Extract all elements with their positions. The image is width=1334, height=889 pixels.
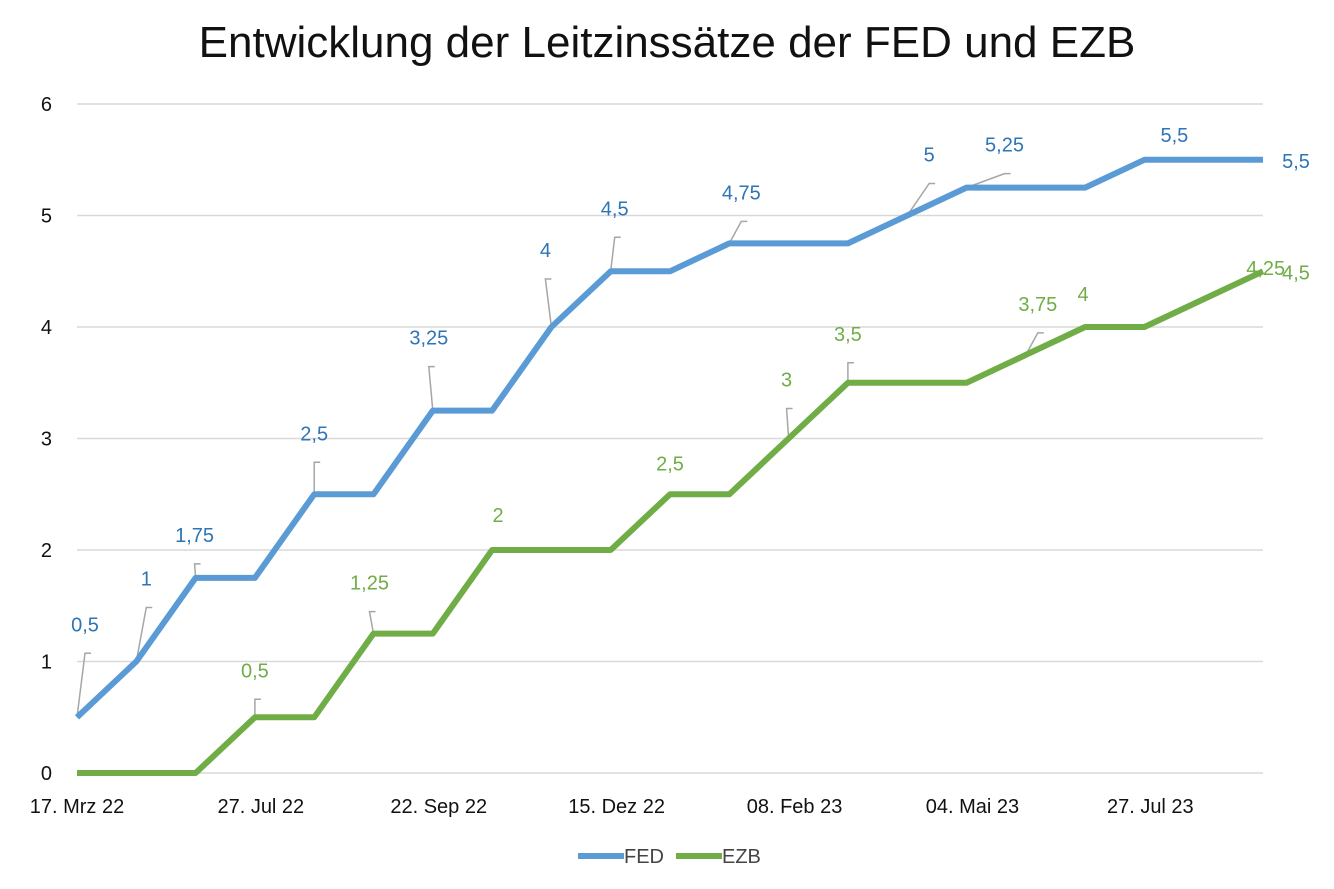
data-label-ezb: 4 bbox=[1078, 284, 1089, 306]
data-label-ezb: 3 bbox=[781, 370, 792, 392]
leader-line bbox=[76, 652, 91, 718]
y-tick-label: 3 bbox=[41, 429, 52, 451]
leader-line bbox=[847, 362, 854, 383]
series-line-fed bbox=[74, 156, 1263, 720]
leader-line bbox=[966, 172, 1011, 189]
data-label-ezb: 3,5 bbox=[834, 324, 862, 346]
data-label-fed: 4 bbox=[540, 240, 551, 262]
data-label-fed: 5 bbox=[924, 145, 935, 167]
data-label-fed: 0,5 bbox=[71, 614, 99, 636]
leader-line bbox=[254, 698, 261, 718]
data-label-fed: 5,25 bbox=[985, 135, 1024, 157]
leader-line bbox=[785, 407, 793, 439]
data-label-ezb: 2 bbox=[493, 505, 504, 527]
y-tick-label: 0 bbox=[41, 763, 52, 785]
leader-line bbox=[135, 606, 153, 662]
data-label-fed: 4,75 bbox=[722, 182, 761, 204]
y-tick-label: 6 bbox=[41, 94, 52, 116]
data-label-fed: 3,25 bbox=[409, 328, 448, 350]
data-label-ezb: 1,25 bbox=[350, 573, 389, 595]
leader-line bbox=[906, 182, 936, 216]
leader-line bbox=[544, 278, 553, 328]
data-label-fed: 1,75 bbox=[175, 525, 214, 547]
data-label-ezb: 3,75 bbox=[1018, 294, 1057, 316]
y-tick-label: 2 bbox=[41, 540, 52, 562]
data-label-fed: 4,5 bbox=[601, 198, 629, 220]
x-tick-label: 17. Mrz 22 bbox=[30, 796, 124, 818]
leader-line bbox=[193, 563, 201, 578]
x-tick-label: 22. Sep 22 bbox=[390, 796, 487, 818]
data-label-fed: 2,5 bbox=[300, 423, 328, 445]
leader-line bbox=[728, 220, 748, 244]
data-label-ezb: 4,25 bbox=[1246, 258, 1285, 280]
leader-line bbox=[1025, 332, 1044, 356]
x-tick-label: 15. Dez 22 bbox=[568, 796, 665, 818]
y-tick-label: 5 bbox=[41, 206, 52, 228]
x-tick-label: 27. Jul 22 bbox=[217, 796, 304, 818]
data-label-fed: 5,5 bbox=[1160, 125, 1188, 147]
data-label-ezb: 4,5 bbox=[1282, 262, 1310, 284]
y-tick-label: 1 bbox=[41, 652, 52, 674]
chart-title: Entwicklung der Leitzinssätze der FED un… bbox=[198, 18, 1136, 67]
data-label-ezb: 2,5 bbox=[656, 453, 684, 475]
leader-line bbox=[609, 236, 621, 272]
leader-line bbox=[368, 610, 376, 634]
leader-line bbox=[313, 461, 321, 495]
data-label-fed: 5,5 bbox=[1282, 151, 1310, 173]
data-label-ezb: 0,5 bbox=[241, 660, 269, 682]
series-line-ezb bbox=[77, 268, 1265, 776]
y-tick-label: 4 bbox=[41, 317, 52, 339]
legend-label-fed: FED bbox=[624, 846, 664, 868]
x-tick-label: 04. Mai 23 bbox=[926, 796, 1019, 818]
data-label-fed: 1 bbox=[141, 569, 152, 591]
legend-label-ezb: EZB bbox=[722, 846, 761, 868]
x-tick-label: 27. Jul 23 bbox=[1107, 796, 1194, 818]
x-tick-label: 08. Feb 23 bbox=[747, 796, 843, 818]
leader-line bbox=[427, 365, 435, 411]
